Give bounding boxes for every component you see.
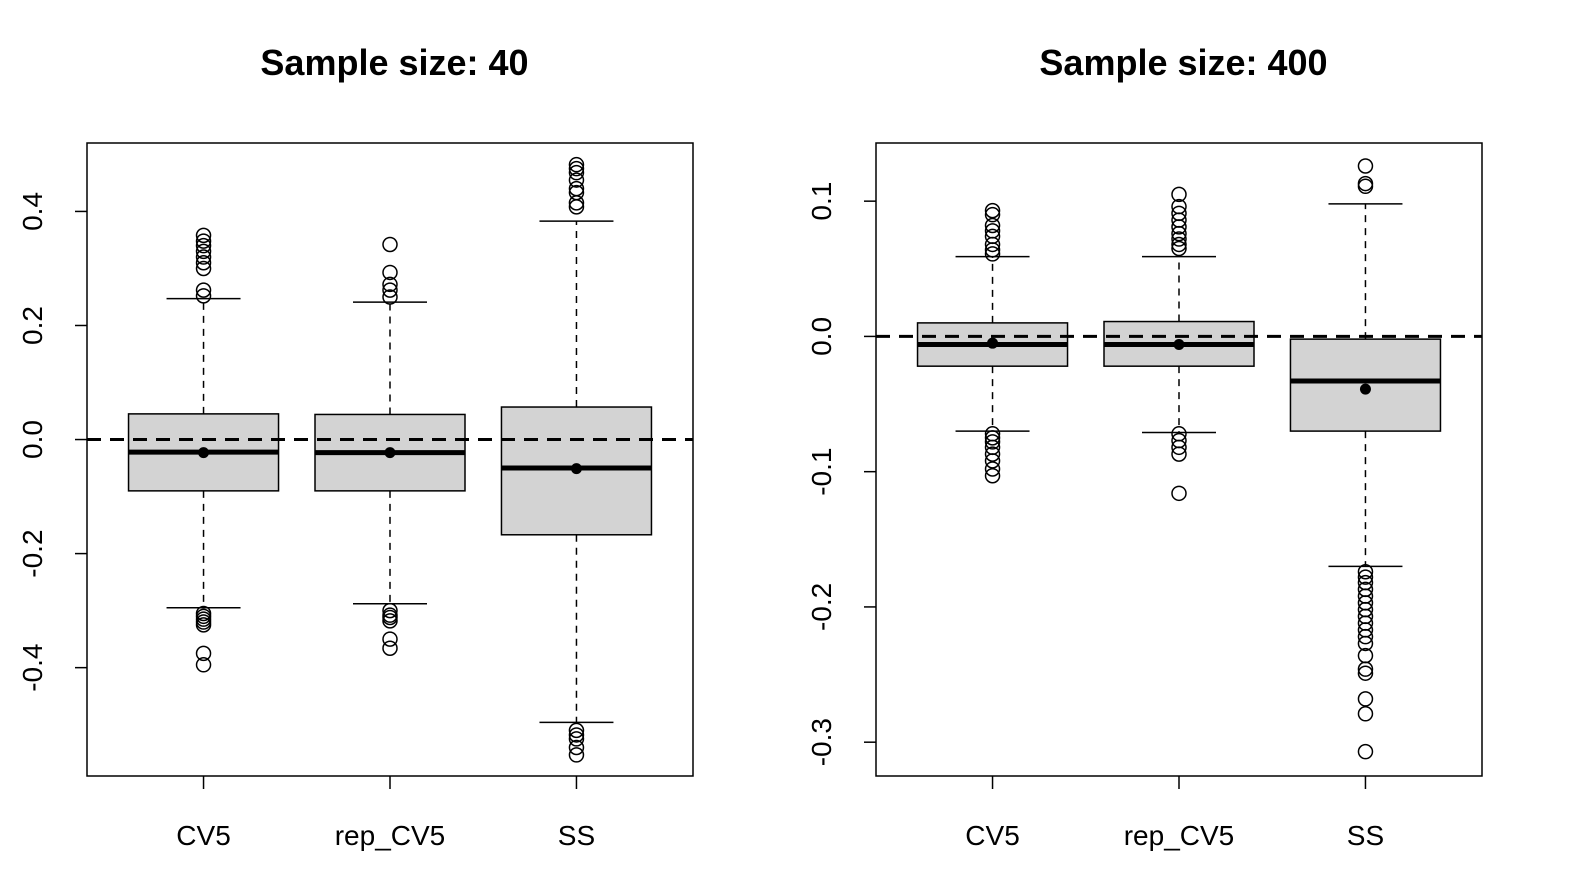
y-tick-label: 0.2 — [17, 306, 48, 345]
box-rep-cv5 — [314, 236, 466, 657]
chart-panel-sample-400: Sample size: 400 -0.3 -0.2 -0.1 0.0 0.1 CV5 re… — [789, 0, 1578, 894]
outlier-point — [195, 227, 212, 244]
chart-panel-sample-40: Sample size: 40 -0.4 -0.2 0.0 0.2 0.4 CV5 rep_… — [17, 42, 694, 851]
outlier-point — [984, 430, 1001, 446]
outlier-point — [1171, 485, 1187, 502]
outlier-point — [382, 602, 398, 619]
x-tick-label: rep_CV5 — [335, 820, 446, 851]
outlier-point — [382, 236, 398, 253]
outlier-point — [1357, 661, 1374, 677]
outlier-point — [195, 657, 212, 673]
y-tick-label: -0.2 — [17, 529, 48, 577]
outlier-point — [568, 731, 585, 747]
outlier-point — [1171, 231, 1187, 247]
x-tick-label: CV5 — [965, 820, 1019, 851]
outlier-point — [984, 242, 1001, 258]
boxplot-chart: -0.4 -0.2 0.0 0.2 0.4 CV5 rep_CV5 SS — [17, 142, 694, 851]
outlier-point — [1357, 691, 1374, 707]
outlier-point — [984, 206, 1001, 223]
outlier-point — [984, 246, 1001, 262]
chart-title: Sample size: 40 — [260, 42, 529, 83]
outlier-point — [984, 434, 1001, 450]
outlier-point — [568, 727, 585, 743]
mean-point — [384, 447, 396, 459]
outlier-point — [382, 264, 398, 281]
outlier-point — [382, 282, 398, 298]
mean-point — [1359, 383, 1371, 395]
outlier-point — [195, 233, 212, 249]
outlier-point — [382, 276, 398, 293]
y-tick-label: 0.0 — [806, 317, 837, 356]
x-tick-label: rep_CV5 — [1124, 820, 1235, 851]
outlier-point — [568, 747, 585, 763]
outlier-point — [568, 164, 585, 181]
outlier-point — [984, 453, 1001, 469]
x-tick-label: SS — [1347, 820, 1384, 851]
plot-frame — [86, 142, 694, 777]
mean-point — [1173, 339, 1185, 351]
outlier-point — [1171, 446, 1187, 462]
outlier-point — [195, 255, 212, 271]
outlier-point — [1357, 743, 1374, 760]
outlier-point — [1357, 564, 1374, 580]
outlier-point — [568, 172, 585, 188]
outlier-point — [195, 243, 212, 260]
y-tick-label: -0.3 — [806, 718, 837, 766]
outlier-point — [1357, 706, 1374, 722]
outlier-point — [195, 260, 212, 277]
outlier-point — [984, 236, 1001, 253]
outlier-point — [382, 640, 398, 657]
mean-point — [987, 337, 999, 349]
y-tick-label: 0.4 — [17, 192, 48, 231]
y-tick-label: -0.1 — [806, 448, 837, 496]
plot-frame — [875, 142, 1483, 777]
outlier-point — [1171, 219, 1187, 235]
chart-title: Sample size: 400 — [1039, 42, 1328, 83]
outlier-point — [568, 195, 585, 211]
outlier-point — [382, 613, 398, 629]
outlier-point — [382, 631, 398, 647]
outlier-point — [984, 461, 1001, 477]
outlier-point — [1357, 665, 1374, 681]
outlier-point — [984, 446, 1001, 462]
x-tick-label: SS — [558, 820, 595, 851]
outlier-point — [1171, 240, 1187, 257]
outlier-point — [1357, 158, 1374, 174]
outlier-point — [984, 217, 1001, 234]
outlier-point — [1357, 628, 1374, 645]
outlier-point — [568, 199, 585, 215]
box-ss — [500, 156, 653, 763]
y-tick-label: 0.1 — [806, 182, 837, 221]
outlier-point — [568, 160, 585, 177]
x-tick-label: CV5 — [176, 820, 230, 851]
outlier-point — [568, 722, 585, 739]
outlier-point — [1171, 225, 1187, 242]
outlier-point — [195, 282, 212, 298]
outlier-point — [984, 202, 1001, 219]
outlier-point — [1171, 439, 1187, 456]
outlier-point — [195, 249, 212, 265]
outlier-point — [1357, 635, 1374, 652]
mean-point — [570, 463, 582, 475]
outlier-point — [984, 467, 1001, 484]
outlier-point — [568, 156, 585, 173]
outlier-point — [1357, 178, 1374, 195]
box-ss — [1289, 158, 1442, 760]
box-cv5 — [916, 202, 1069, 484]
outlier-point — [195, 617, 212, 633]
y-tick-label: 0.0 — [17, 420, 48, 459]
mean-point — [198, 447, 210, 459]
boxplot-chart: -0.3 -0.2 -0.1 0.0 0.1 CV5 rep_CV5 SS — [806, 142, 1483, 851]
outlier-point — [382, 289, 398, 305]
y-tick-label: -0.4 — [17, 644, 48, 692]
outlier-point — [1171, 236, 1187, 253]
outlier-point — [195, 237, 212, 254]
outlier-point — [382, 609, 398, 626]
outlier-point — [1357, 569, 1374, 585]
outlier-point — [1171, 186, 1187, 203]
outlier-point — [195, 288, 212, 304]
outlier-point — [195, 645, 212, 662]
outlier-point — [568, 739, 585, 756]
y-tick-label: -0.2 — [806, 583, 837, 631]
